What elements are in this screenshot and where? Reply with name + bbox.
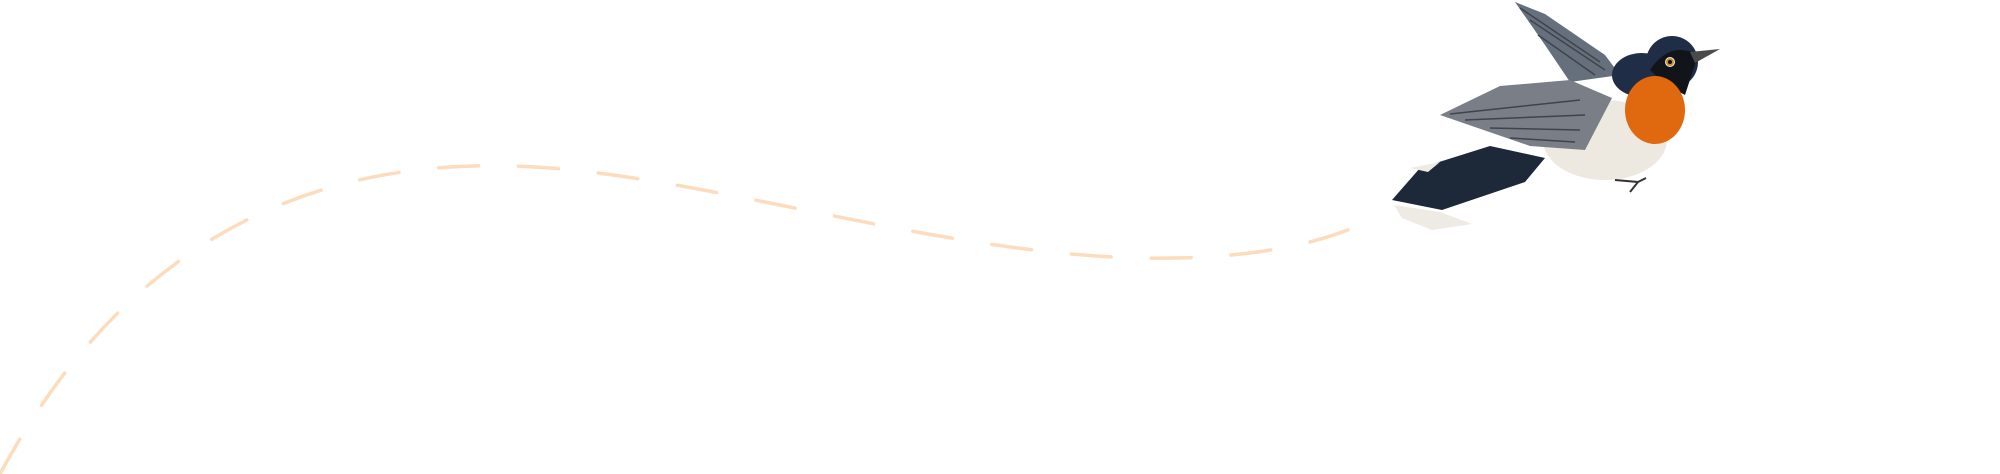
bird-illustration [1392,2,1720,230]
